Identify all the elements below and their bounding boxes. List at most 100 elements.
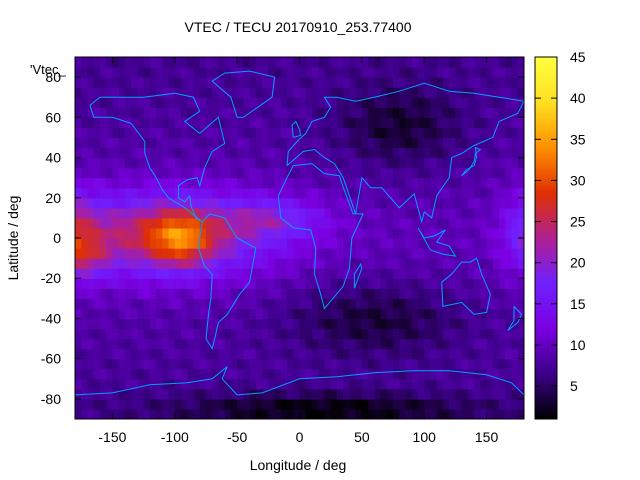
heatmap-cell bbox=[124, 217, 132, 229]
heatmap-cell bbox=[181, 187, 188, 199]
heatmap-cell bbox=[305, 318, 313, 330]
heatmap-cell bbox=[318, 137, 326, 149]
heatmap-cell bbox=[193, 288, 201, 299]
heatmap-cell bbox=[280, 368, 288, 380]
heatmap-cell bbox=[75, 288, 82, 299]
heatmap-cell bbox=[249, 197, 257, 209]
heatmap-cell bbox=[461, 388, 469, 400]
heatmap-cell bbox=[124, 167, 132, 179]
heatmap-cell bbox=[343, 348, 350, 360]
heatmap-cell bbox=[274, 348, 282, 360]
heatmap-cell bbox=[199, 67, 207, 78]
heatmap-cell bbox=[162, 197, 170, 209]
heatmap-cell bbox=[131, 217, 138, 229]
heatmap-cell bbox=[349, 328, 357, 340]
heatmap-cell bbox=[112, 197, 120, 209]
heatmap-cell bbox=[181, 67, 188, 78]
heatmap-cell bbox=[417, 298, 425, 309]
heatmap-cell bbox=[106, 328, 114, 340]
heatmap-cell bbox=[349, 268, 357, 279]
heatmap-cell bbox=[374, 398, 382, 410]
heatmap-cell bbox=[243, 177, 251, 189]
heatmap-cell bbox=[299, 207, 307, 219]
heatmap-cell bbox=[455, 268, 463, 279]
heatmap-cell bbox=[149, 288, 157, 299]
heatmap-cell bbox=[486, 197, 494, 209]
heatmap-cell bbox=[255, 117, 263, 128]
heatmap-cell bbox=[355, 358, 363, 370]
heatmap-cell bbox=[499, 378, 506, 390]
heatmap-cell bbox=[505, 147, 513, 159]
heatmap-cell bbox=[199, 358, 207, 370]
heatmap-cell bbox=[430, 107, 438, 118]
heatmap-cell bbox=[106, 167, 114, 179]
heatmap-cell bbox=[492, 248, 500, 259]
heatmap-cell bbox=[455, 217, 463, 229]
heatmap-cell bbox=[442, 217, 450, 229]
heatmap-cell bbox=[293, 288, 301, 299]
heatmap-cell bbox=[330, 207, 338, 219]
heatmap-cell bbox=[224, 238, 232, 249]
heatmap-cell bbox=[399, 177, 407, 189]
heatmap-cell bbox=[255, 187, 263, 199]
heatmap-cell bbox=[324, 177, 332, 189]
heatmap-cell bbox=[361, 117, 369, 128]
heatmap-cell bbox=[424, 268, 432, 279]
heatmap-cell bbox=[461, 197, 469, 209]
heatmap-cell bbox=[268, 408, 276, 419]
heatmap-cell bbox=[417, 137, 425, 149]
heatmap-cell bbox=[318, 117, 326, 128]
heatmap-cell bbox=[137, 187, 145, 199]
heatmap-cell bbox=[411, 187, 419, 199]
heatmap-cell bbox=[430, 117, 438, 128]
heatmap-cell bbox=[492, 177, 500, 189]
heatmap-cell bbox=[156, 157, 163, 169]
heatmap-cell bbox=[187, 368, 195, 380]
heatmap-cell bbox=[436, 127, 444, 139]
heatmap-cell bbox=[75, 248, 82, 259]
heatmap-cell bbox=[499, 398, 506, 410]
heatmap-cell bbox=[162, 288, 170, 299]
heatmap-cell bbox=[93, 308, 101, 320]
heatmap-cell bbox=[411, 177, 419, 189]
heatmap-cell bbox=[311, 227, 319, 239]
heatmap-cell bbox=[355, 258, 363, 269]
heatmap-cell bbox=[330, 388, 338, 400]
heatmap-cell bbox=[336, 288, 344, 299]
heatmap-cell bbox=[442, 107, 450, 118]
heatmap-cell bbox=[442, 398, 450, 410]
heatmap-cell bbox=[330, 137, 338, 149]
heatmap-cell bbox=[380, 97, 388, 108]
heatmap-cell bbox=[511, 278, 519, 289]
heatmap-cell bbox=[81, 177, 89, 189]
heatmap-cell bbox=[436, 217, 444, 229]
heatmap-cell bbox=[417, 177, 425, 189]
heatmap-cell bbox=[274, 368, 282, 380]
heatmap-cell bbox=[293, 388, 301, 400]
heatmap-cell bbox=[368, 358, 375, 370]
heatmap-cell bbox=[212, 298, 220, 309]
heatmap-cell bbox=[187, 87, 195, 98]
heatmap-cell bbox=[205, 348, 213, 360]
heatmap-cell bbox=[461, 368, 469, 380]
heatmap-cell bbox=[274, 238, 282, 249]
heatmap-cell bbox=[174, 197, 182, 209]
heatmap-cell bbox=[368, 87, 375, 98]
heatmap-cell bbox=[143, 248, 151, 259]
heatmap-cell bbox=[411, 288, 419, 299]
heatmap-cell bbox=[268, 57, 276, 68]
heatmap-cell bbox=[455, 67, 463, 78]
heatmap-cell bbox=[162, 358, 170, 370]
heatmap-cell bbox=[137, 338, 145, 350]
heatmap-cell bbox=[449, 197, 457, 209]
heatmap-cell bbox=[255, 227, 263, 239]
heatmap-cell bbox=[386, 67, 394, 78]
heatmap-cell bbox=[131, 238, 138, 249]
heatmap-cell bbox=[430, 197, 438, 209]
heatmap-cell bbox=[505, 378, 513, 390]
heatmap-cell bbox=[505, 207, 513, 219]
heatmap-cell bbox=[106, 117, 114, 128]
heatmap-cell bbox=[224, 268, 232, 279]
heatmap-cell bbox=[205, 398, 213, 410]
heatmap-cell bbox=[480, 248, 488, 259]
